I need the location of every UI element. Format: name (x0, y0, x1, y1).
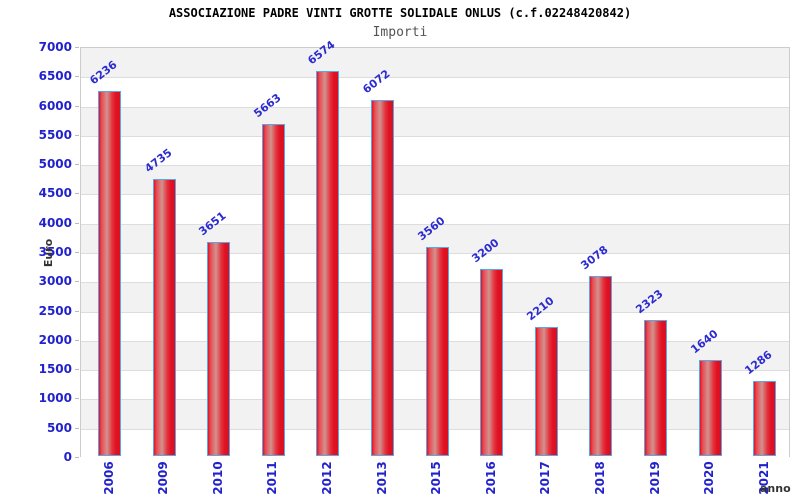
gridline (81, 223, 789, 225)
y-tick-label: 5000 (38, 157, 72, 172)
chart-subtitle: Importi (372, 25, 428, 40)
grid-band (81, 135, 789, 166)
x-tick-label: 2006 (101, 461, 116, 495)
y-tick-mark (75, 427, 79, 429)
gridline (81, 194, 789, 196)
y-tick-mark (75, 369, 79, 371)
grid-band (81, 77, 789, 107)
y-tick-label: 1500 (38, 362, 72, 377)
y-tick-label: 6500 (38, 69, 72, 84)
gridline (81, 77, 789, 79)
bar-2015 (425, 247, 449, 456)
plot-area: 6236 4735 3651 5663 6574 6072 3560 3200 2210 3078… (80, 38, 790, 458)
bar-2012 (316, 71, 340, 456)
gridline (81, 106, 789, 108)
y-tick-mark (75, 252, 79, 253)
x-tick-label: 2018 (592, 461, 607, 495)
y-tick-label: 7000 (38, 40, 72, 54)
chart-title: ASSOCIAZIONE PADRE VINTI GROTTE SOLIDALE… (168, 6, 632, 20)
x-tick-label: 2010 (210, 461, 225, 495)
bar-2009 (152, 179, 176, 456)
bar-2019 (644, 320, 667, 456)
y-tick-label: 3000 (38, 274, 72, 289)
y-tick-mark (75, 47, 79, 48)
grid-band (81, 106, 789, 136)
y-tick-label: 6000 (38, 98, 72, 113)
x-tick-label: 2013 (374, 461, 389, 495)
y-tick-label: 500 (46, 420, 72, 435)
y-tick-mark (75, 281, 79, 283)
bar-2020 (698, 360, 722, 456)
y-tick-label: 2500 (38, 303, 72, 318)
y-tick-label: 1000 (38, 391, 72, 406)
y-tick-mark (75, 339, 79, 341)
y-tick-mark (75, 457, 79, 458)
x-tick-label: 2015 (429, 461, 444, 495)
y-tick-mark (75, 134, 79, 136)
x-tick-label: 2017 (538, 461, 553, 495)
y-tick-mark (75, 105, 79, 107)
y-axis-label: Euro (42, 238, 55, 268)
gridline (81, 165, 789, 167)
grid-band (81, 194, 789, 224)
y-tick-label: 4500 (38, 186, 72, 201)
bar-2021 (753, 381, 777, 456)
bar-2010 (207, 242, 231, 456)
x-tick-label: 2012 (319, 461, 334, 495)
y-tick-mark (75, 310, 79, 312)
x-tick-label: 2011 (265, 461, 280, 495)
y-tick-label: 2000 (38, 332, 72, 347)
y-tick-label: 5500 (38, 127, 72, 142)
bar-2018 (589, 276, 613, 456)
x-tick-label: 2020 (702, 461, 717, 495)
grid-band (81, 165, 789, 195)
y-tick-label: 4000 (38, 215, 72, 230)
bar-2016 (480, 269, 504, 456)
bar-2013 (371, 100, 394, 456)
y-tick-mark (75, 398, 79, 400)
bar-2017 (534, 327, 558, 456)
x-tick-label: 2019 (647, 461, 662, 495)
y-tick-mark (75, 76, 79, 78)
y-tick-label: 0 (63, 450, 72, 464)
y-tick-mark (75, 193, 79, 195)
bar-2011 (261, 124, 285, 456)
y-tick-mark (75, 164, 79, 166)
x-tick-label: 2009 (156, 461, 171, 495)
bar-2006 (98, 91, 121, 456)
gridline (81, 135, 789, 137)
x-axis-label: anno (760, 482, 791, 495)
y-tick-mark (75, 222, 79, 224)
x-tick-label: 2016 (483, 461, 498, 495)
grid-band (81, 48, 789, 78)
